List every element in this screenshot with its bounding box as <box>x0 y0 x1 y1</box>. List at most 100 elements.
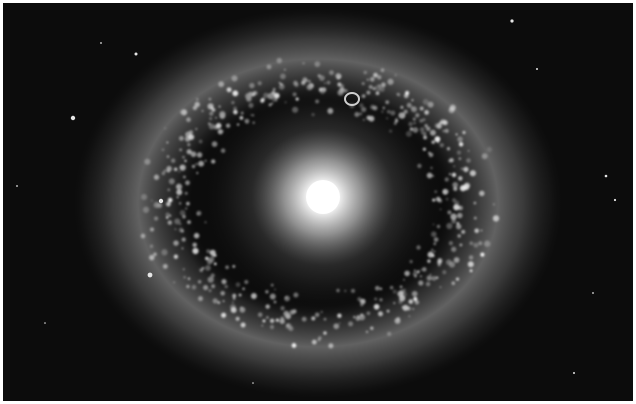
ring-knot <box>459 157 462 160</box>
ring-knot <box>231 75 237 81</box>
ring-knot <box>198 296 203 301</box>
ring-knot <box>185 192 188 195</box>
ring-knot <box>224 285 228 289</box>
ring-knot <box>314 61 320 67</box>
ring-knot <box>431 276 436 281</box>
field-star <box>16 185 18 187</box>
ring-knot <box>179 202 181 204</box>
ring-knot <box>364 71 367 74</box>
ring-knot <box>487 147 492 152</box>
ring-knot <box>426 282 431 287</box>
ring-knot <box>183 276 186 279</box>
ring-knot <box>167 189 170 192</box>
ring-knot <box>209 98 212 101</box>
ring-knot <box>405 91 409 95</box>
ring-knot <box>186 202 190 206</box>
ring-knot <box>493 203 495 205</box>
ring-knot <box>232 90 238 96</box>
ring-knot <box>154 175 159 180</box>
ring-knot <box>366 331 368 333</box>
ring-knot <box>162 148 165 151</box>
ring-knot <box>443 120 448 125</box>
ring-knot <box>199 140 203 144</box>
ring-knot <box>192 285 197 290</box>
ring-knot <box>165 212 169 216</box>
ring-knot <box>453 165 455 167</box>
ring-knot <box>456 224 461 229</box>
ring-knot <box>179 148 182 151</box>
ring-knot <box>166 142 168 144</box>
ring-knot <box>209 117 212 120</box>
ring-knot <box>143 207 149 213</box>
ring-knot <box>456 133 458 135</box>
ring-knot <box>479 191 485 197</box>
ring-knot <box>196 98 199 101</box>
ring-knot <box>167 155 170 158</box>
ring-knot <box>258 312 263 317</box>
ring-knot <box>208 122 211 125</box>
ring-knot <box>164 169 167 172</box>
ring-knot <box>484 241 490 247</box>
ring-knot <box>174 228 176 230</box>
ring-knot <box>302 62 304 64</box>
ring-knot <box>178 171 180 173</box>
ring-knot <box>182 156 185 159</box>
ring-knot <box>182 248 184 250</box>
ring-knot <box>173 281 175 283</box>
ring-knot <box>468 150 470 152</box>
ring-knot <box>448 159 451 162</box>
ring-knot <box>176 189 182 195</box>
field-star <box>100 42 102 44</box>
ring-knot <box>439 286 441 288</box>
ring-knot <box>280 319 285 324</box>
ring-knot <box>153 252 157 256</box>
ring-knot <box>451 247 456 252</box>
ring-knot <box>396 317 400 321</box>
ring-knot <box>378 311 383 316</box>
ring-knot <box>164 127 166 129</box>
ring-knot <box>191 151 197 157</box>
ring-knot <box>468 261 474 267</box>
ring-knot <box>348 321 353 326</box>
ring-knot <box>328 343 333 348</box>
ring-knot <box>442 130 444 132</box>
ring-knot <box>493 215 499 221</box>
ring-knot <box>179 136 184 141</box>
ring-knot <box>236 317 240 321</box>
ring-knot <box>474 217 477 220</box>
ring-knot <box>411 99 413 101</box>
ring-knot <box>466 158 471 163</box>
ring-knot <box>186 117 191 122</box>
ring-knot <box>387 332 391 336</box>
ring-knot <box>213 298 218 303</box>
ring-knot <box>457 136 463 142</box>
ring-knot <box>205 265 211 271</box>
ring-knot <box>180 210 186 216</box>
ring-knot <box>231 307 237 313</box>
ring-knot <box>462 131 465 134</box>
ring-knot <box>188 277 190 279</box>
field-star <box>44 322 46 324</box>
ring-knot <box>436 276 439 279</box>
ring-knot <box>284 69 286 71</box>
ring-knot <box>157 203 162 208</box>
ring-knot <box>393 302 395 304</box>
field-star <box>573 372 575 374</box>
ring-knot <box>267 64 272 69</box>
ring-knot <box>474 202 477 205</box>
ring-knot <box>194 233 200 239</box>
photo-frame <box>3 3 633 401</box>
ring-knot <box>402 306 404 308</box>
ring-knot <box>457 151 461 155</box>
ring-knot <box>387 79 393 85</box>
ring-knot <box>205 257 209 261</box>
ring-knot <box>469 241 473 245</box>
ring-knot <box>185 207 187 209</box>
ring-knot <box>188 134 194 140</box>
ring-knot <box>182 238 186 242</box>
ring-knot <box>461 230 465 234</box>
ring-knot <box>463 167 468 172</box>
field-star <box>252 382 254 384</box>
ring-knot <box>173 240 179 246</box>
ring-knot <box>151 200 153 202</box>
